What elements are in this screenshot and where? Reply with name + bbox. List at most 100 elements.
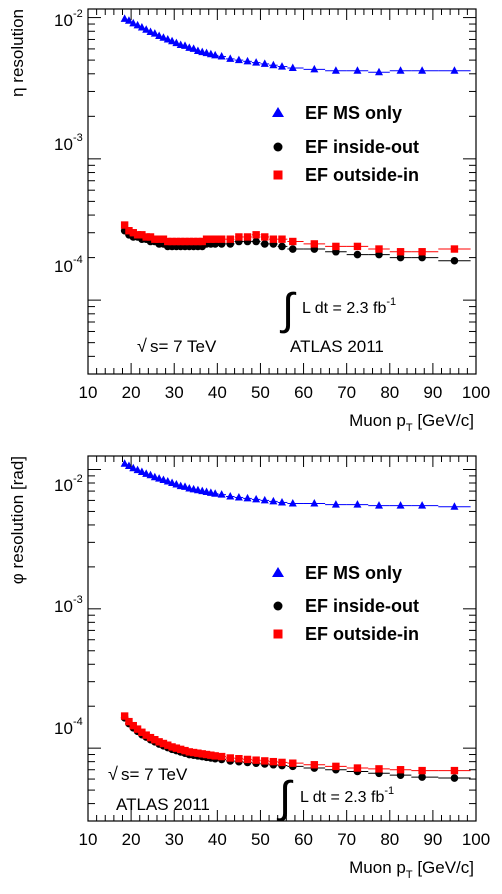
data-point — [217, 490, 226, 498]
data-point — [142, 233, 150, 241]
data-point — [211, 489, 220, 497]
data-point — [120, 221, 129, 229]
energy-annotation: √ s= 7 TeV — [137, 336, 217, 356]
x-tick-label: 10 — [79, 830, 98, 849]
data-point — [396, 248, 405, 256]
y-tick-label-exponent: -4 — [73, 254, 83, 266]
data-point — [269, 757, 278, 766]
data-point — [375, 245, 383, 253]
x-tick-label: 90 — [423, 830, 442, 849]
data-point — [217, 752, 226, 761]
data-point — [235, 233, 243, 241]
x-tick-label: 20 — [122, 830, 141, 849]
data-point — [155, 474, 164, 482]
legend-label: EF MS only — [305, 563, 402, 583]
y-tick-label-1e-4: 10 -4 — [54, 254, 83, 276]
series-ms-only — [120, 459, 471, 510]
data-point — [146, 733, 155, 742]
y-tick-label-1e-3: 10 -3 — [54, 594, 83, 616]
data-point — [168, 478, 177, 487]
data-point — [142, 731, 150, 739]
x-tick-label: 50 — [251, 383, 270, 402]
data-point — [159, 235, 168, 243]
data-point — [450, 245, 459, 253]
data-point — [164, 237, 172, 246]
lumi-text: L dt = 2.3 fb — [300, 789, 384, 806]
data-point — [243, 233, 252, 241]
data-point — [163, 34, 172, 43]
data-point — [288, 499, 297, 507]
data-point — [396, 253, 405, 262]
data-point — [125, 227, 133, 235]
data-point — [226, 754, 234, 762]
data-point — [159, 33, 168, 41]
data-point — [146, 27, 155, 36]
data-point — [353, 66, 362, 74]
data-point — [172, 480, 181, 488]
data-point — [142, 25, 151, 33]
data-point — [418, 766, 426, 775]
x-tick-label: 10 — [79, 383, 98, 402]
y-tick-label-1e-3: 10 -3 — [54, 132, 83, 154]
x-tick-label: 20 — [122, 383, 141, 402]
eta-resolution-panel: 10 20 30 40 50 60 70 80 90 100 10 -2 10 -3 10 -4 … — [8, 8, 490, 434]
data-point — [289, 759, 297, 767]
data-point — [243, 56, 252, 65]
data-point — [146, 470, 155, 479]
data-point — [124, 461, 133, 469]
data-point — [332, 242, 340, 251]
data-point — [252, 58, 261, 66]
data-point — [172, 744, 181, 752]
data-point — [332, 762, 340, 771]
axis-ticks — [87, 9, 477, 375]
data-point — [289, 237, 297, 246]
x-tick-label: 80 — [380, 830, 399, 849]
data-point — [189, 44, 198, 52]
x-tick-label: 70 — [337, 830, 356, 849]
data-point — [260, 59, 269, 67]
data-point — [133, 20, 142, 29]
data-point — [138, 231, 146, 239]
legend-marker-triangle — [272, 107, 284, 117]
data-point — [450, 766, 459, 775]
data-point — [198, 237, 206, 246]
data-point — [133, 725, 142, 733]
data-point — [396, 66, 405, 74]
lumi-annotation: ∫ L dt = 2.3 fb-1 — [279, 285, 396, 334]
data-point — [137, 467, 146, 475]
data-point — [353, 764, 362, 772]
lumi-label: L dt = 2.3 fb-1 — [300, 785, 394, 806]
data-point — [124, 16, 133, 24]
lumi-label: L dt = 2.3 fb-1 — [302, 296, 396, 317]
data-point — [164, 741, 172, 749]
data-point — [198, 750, 206, 758]
x-axis-label-unit: [GeV/c] — [417, 858, 474, 877]
data-point — [129, 721, 137, 730]
x-axis-label-subscript: T — [406, 422, 413, 434]
x-tick-label: 60 — [294, 383, 313, 402]
legend-label: EF outside-in — [305, 165, 419, 185]
data-point — [269, 235, 278, 243]
data-point — [235, 755, 243, 763]
data-point — [226, 235, 234, 243]
data-point — [168, 237, 176, 246]
data-point — [418, 248, 426, 256]
data-layer — [120, 14, 471, 265]
data-point — [450, 256, 459, 265]
data-point — [278, 235, 286, 243]
energy-text: s= 7 TeV — [121, 765, 188, 784]
y-tick-label-exponent: -3 — [73, 132, 83, 144]
data-point — [151, 735, 159, 744]
data-point — [450, 66, 459, 74]
legend-entry-outside-in: EF outside-in — [273, 165, 419, 185]
integral-symbol: ∫ — [276, 773, 294, 822]
data-point — [418, 501, 427, 509]
data-point — [278, 62, 286, 70]
data-point — [163, 477, 172, 485]
lumi-exponent: -1 — [384, 785, 394, 797]
data-point — [226, 492, 235, 500]
y-tick-label-base: 10 — [54, 597, 73, 616]
legend-label: EF inside-out — [305, 596, 419, 616]
legend: EF MS only EF inside-out EF outside-in — [272, 563, 419, 644]
